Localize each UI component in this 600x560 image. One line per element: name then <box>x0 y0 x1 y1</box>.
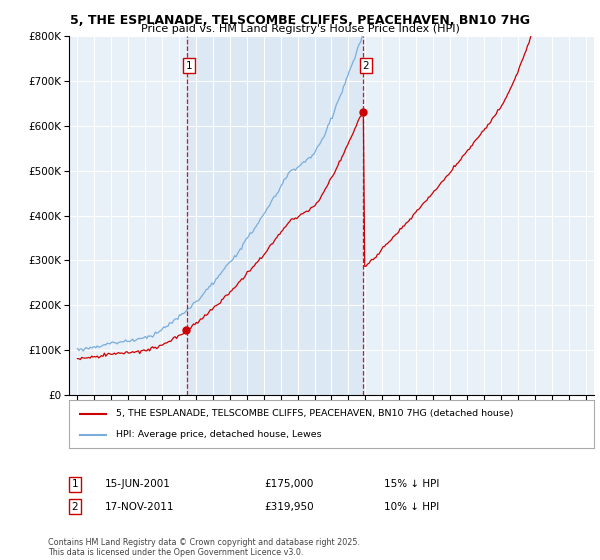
Bar <box>187 36 364 395</box>
Text: 5, THE ESPLANADE, TELSCOMBE CLIFFS, PEACEHAVEN, BN10 7HG: 5, THE ESPLANADE, TELSCOMBE CLIFFS, PEAC… <box>70 14 530 27</box>
Text: HPI: Average price, detached house, Lewes: HPI: Average price, detached house, Lewe… <box>116 430 322 439</box>
Text: £175,000: £175,000 <box>264 479 313 489</box>
Text: 15% ↓ HPI: 15% ↓ HPI <box>384 479 439 489</box>
Text: £319,950: £319,950 <box>264 502 314 512</box>
Text: 17-NOV-2011: 17-NOV-2011 <box>105 502 175 512</box>
Text: 15-JUN-2001: 15-JUN-2001 <box>105 479 171 489</box>
Text: 2: 2 <box>71 502 79 512</box>
Text: 1: 1 <box>186 60 193 71</box>
Text: 5, THE ESPLANADE, TELSCOMBE CLIFFS, PEACEHAVEN, BN10 7HG (detached house): 5, THE ESPLANADE, TELSCOMBE CLIFFS, PEAC… <box>116 409 514 418</box>
Text: Price paid vs. HM Land Registry's House Price Index (HPI): Price paid vs. HM Land Registry's House … <box>140 24 460 34</box>
Text: 2: 2 <box>362 60 369 71</box>
Text: Contains HM Land Registry data © Crown copyright and database right 2025.
This d: Contains HM Land Registry data © Crown c… <box>48 538 360 557</box>
Text: 10% ↓ HPI: 10% ↓ HPI <box>384 502 439 512</box>
Text: 1: 1 <box>71 479 79 489</box>
